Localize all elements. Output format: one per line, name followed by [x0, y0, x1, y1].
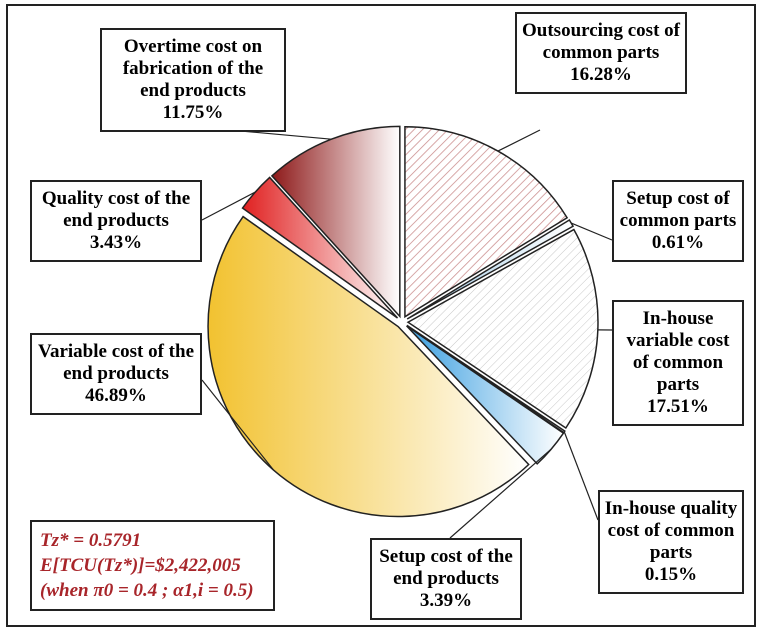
slice-label: Overtime cost on fabrication of the end … [100, 28, 286, 132]
slice-label: Setup cost of common parts 0.61% [612, 180, 744, 262]
leader-line [449, 448, 552, 539]
slice-value: 17.51% [647, 396, 709, 417]
annotation-line: E[TCU(Tz*)]=$2,422,005 [40, 555, 241, 576]
leader-line [563, 431, 599, 521]
slice-value: 0.15% [644, 564, 698, 585]
pie-slice [406, 228, 599, 430]
slice-name: Outsourcing cost of common parts [522, 20, 680, 63]
slice-value: 16.28% [570, 64, 632, 85]
slice-label: Variable cost of the end products 46.89% [30, 333, 202, 415]
slice-value: 11.75% [162, 102, 224, 123]
pie-slice [406, 325, 565, 465]
slice-label: In-house quality cost of common parts 0.1… [598, 490, 744, 594]
slice-name: Variable cost of the end products [37, 341, 195, 384]
slice-name: Setup cost of the end products [379, 546, 513, 589]
slice-name: Quality cost of the end products [41, 188, 191, 231]
slice-value: 0.61% [651, 232, 705, 253]
leader-line [201, 379, 274, 471]
slice-label: Setup cost of the end products 3.39% [370, 538, 522, 620]
pie-slice [406, 218, 575, 320]
annotation-line: Tz* = 0.5791 [40, 530, 142, 551]
slice-label: In-house variable cost of common parts 17… [612, 300, 744, 426]
slice-name: In-house quality cost of common parts [604, 498, 738, 563]
annotation: Tz* = 0.5791 E[TCU(Tz*)]=$2,422,005 (whe… [30, 520, 275, 611]
frame [6, 4, 756, 627]
pie-slice [270, 125, 401, 319]
slice-value: 3.39% [419, 590, 473, 611]
slice-value: 46.89% [85, 385, 147, 406]
leader-line [570, 222, 613, 241]
slice-value: 3.43% [89, 232, 143, 253]
slice-label: Outsourcing cost of common parts 16.28% [515, 12, 687, 94]
pie-slice [404, 126, 569, 319]
slice-name: Overtime cost on fabrication of the end … [122, 36, 264, 101]
slice-label: Quality cost of the end products 3.43% [30, 180, 202, 262]
slice-name: Setup cost of common parts [619, 188, 737, 231]
slice-name: In-house variable cost of common parts [626, 308, 730, 395]
leader-line [201, 191, 256, 221]
annotation-line: (when π0 = 0.4 ; α1,i = 0.5) [40, 580, 254, 601]
leader-line [497, 129, 541, 152]
